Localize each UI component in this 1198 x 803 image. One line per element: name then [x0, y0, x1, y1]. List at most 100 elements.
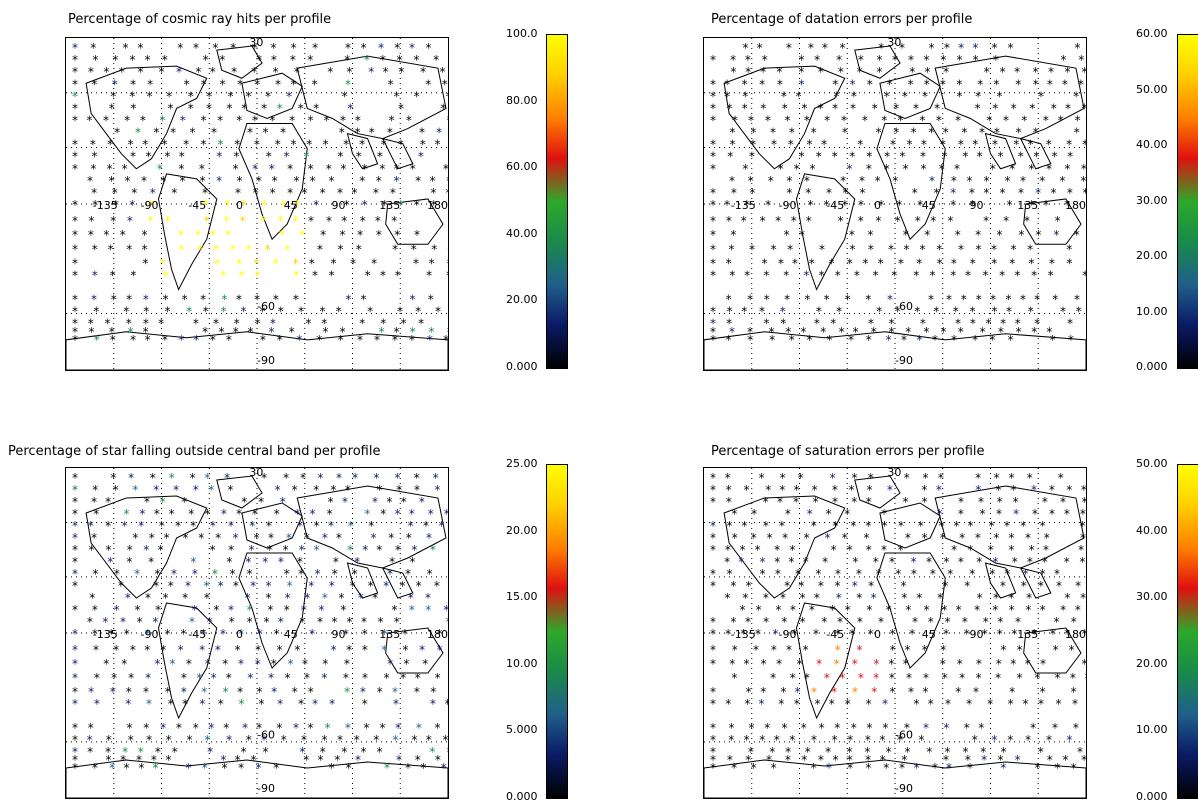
- profile-marker: *: [992, 305, 998, 319]
- profile-marker: *: [854, 268, 860, 282]
- profile-marker: *: [868, 242, 874, 256]
- profile-marker: *: [1047, 77, 1053, 91]
- profile-marker: *: [903, 162, 909, 176]
- profile-marker: *: [72, 657, 78, 671]
- profile-marker: *: [329, 697, 335, 711]
- profile-marker: *: [806, 333, 812, 347]
- profile-marker: *: [110, 333, 116, 347]
- profile-marker: *: [238, 657, 244, 671]
- profile-marker: *: [1065, 101, 1071, 115]
- profile-marker: *: [402, 627, 408, 641]
- profile-marker: *: [195, 228, 201, 242]
- profile-marker: *: [822, 41, 828, 55]
- profile-marker: *: [1000, 65, 1006, 79]
- profile-marker: *: [447, 113, 448, 127]
- map-axis-label: -90: [778, 628, 796, 641]
- profile-marker: *: [110, 268, 116, 282]
- profile-marker: *: [842, 126, 848, 140]
- profile-marker: *: [908, 77, 914, 91]
- profile-marker: *: [1076, 305, 1082, 319]
- profile-marker: *: [398, 65, 404, 79]
- profile-marker: *: [889, 555, 895, 569]
- profile-marker: *: [832, 495, 838, 509]
- profile-marker: *: [959, 531, 965, 545]
- profile-marker: *: [277, 101, 283, 115]
- profile-marker: *: [109, 101, 115, 115]
- colorbar-tick-label: 40.00: [1136, 524, 1168, 537]
- profile-marker: *: [1000, 643, 1006, 657]
- profile-marker: *: [1054, 761, 1060, 775]
- profile-marker: *: [905, 603, 911, 617]
- profile-marker: *: [395, 507, 401, 521]
- profile-marker: *: [323, 138, 329, 152]
- profile-marker: *: [1055, 214, 1061, 228]
- profile-marker: *: [293, 268, 299, 282]
- map-axis-label: 135: [379, 628, 400, 641]
- profile-marker: *: [741, 519, 747, 533]
- profile-marker: *: [857, 615, 863, 629]
- profile-marker: *: [751, 761, 757, 775]
- profile-marker: *: [377, 745, 383, 759]
- profile-marker: *: [200, 138, 206, 152]
- profile-marker: *: [933, 305, 939, 319]
- profile-marker: *: [946, 761, 952, 775]
- profile-marker: *: [230, 41, 236, 55]
- profile-marker: *: [421, 761, 427, 775]
- map-axis-label: 0: [874, 199, 881, 212]
- colorbar-tick-label: 100.0: [506, 27, 538, 40]
- profile-marker: *: [886, 745, 892, 759]
- profile-marker: *: [821, 138, 827, 152]
- profile-marker: *: [153, 579, 159, 593]
- profile-marker: *: [312, 77, 318, 91]
- profile-marker: *: [866, 697, 872, 711]
- profile-marker: *: [124, 174, 130, 188]
- profile-marker: *: [186, 657, 192, 671]
- profile-marker: *: [165, 627, 171, 641]
- map-axis-label: 0: [236, 199, 243, 212]
- profile-marker: *: [838, 65, 844, 79]
- profile-marker: *: [125, 591, 131, 605]
- profile-marker: *: [1034, 671, 1040, 685]
- profile-marker: *: [940, 77, 946, 91]
- profile-marker: *: [913, 697, 919, 711]
- profile-marker: *: [1074, 126, 1080, 140]
- profile-marker: *: [233, 579, 239, 593]
- profile-marker: *: [337, 186, 343, 200]
- profile-marker: *: [414, 198, 420, 212]
- profile-marker: *: [327, 65, 333, 79]
- map-axis-label: -135: [731, 199, 756, 212]
- profile-marker: *: [334, 753, 340, 767]
- profile-marker: *: [789, 333, 795, 347]
- panel-title: Percentage of datation errors per profil…: [711, 12, 972, 27]
- colorbar-tick-label: 5.000: [506, 723, 538, 736]
- profile-marker: *: [72, 333, 78, 347]
- map-axis-label: -90: [140, 199, 158, 212]
- profile-marker: *: [286, 89, 292, 103]
- world-map: ****************************************…: [703, 37, 1087, 371]
- profile-marker: *: [934, 186, 940, 200]
- profile-marker: *: [1032, 507, 1038, 521]
- profile-marker: *: [992, 101, 998, 115]
- map-axis-label: -45: [188, 628, 206, 641]
- profile-marker: *: [951, 333, 957, 347]
- map-axis-label: 90: [969, 199, 983, 212]
- profile-marker: *: [803, 268, 809, 282]
- profile-marker: *: [898, 543, 904, 557]
- profile-marker: *: [749, 186, 755, 200]
- profile-marker: *: [1053, 228, 1059, 242]
- profile-marker: *: [943, 627, 949, 641]
- profile-marker: *: [287, 162, 293, 176]
- profile-marker: *: [1055, 671, 1061, 685]
- profile-marker: *: [749, 150, 755, 164]
- profile-marker: *: [94, 671, 100, 685]
- profile-marker: *: [409, 603, 415, 617]
- profile-marker: *: [892, 174, 898, 188]
- colorbar-tick-label: 40.00: [506, 227, 538, 240]
- profile-marker: *: [710, 53, 716, 67]
- profile-marker: *: [122, 41, 128, 55]
- profile-marker: *: [125, 697, 131, 711]
- profile-marker: *: [111, 293, 117, 307]
- profile-marker: *: [749, 242, 755, 256]
- profile-marker: *: [127, 214, 133, 228]
- profile-marker: *: [858, 671, 864, 685]
